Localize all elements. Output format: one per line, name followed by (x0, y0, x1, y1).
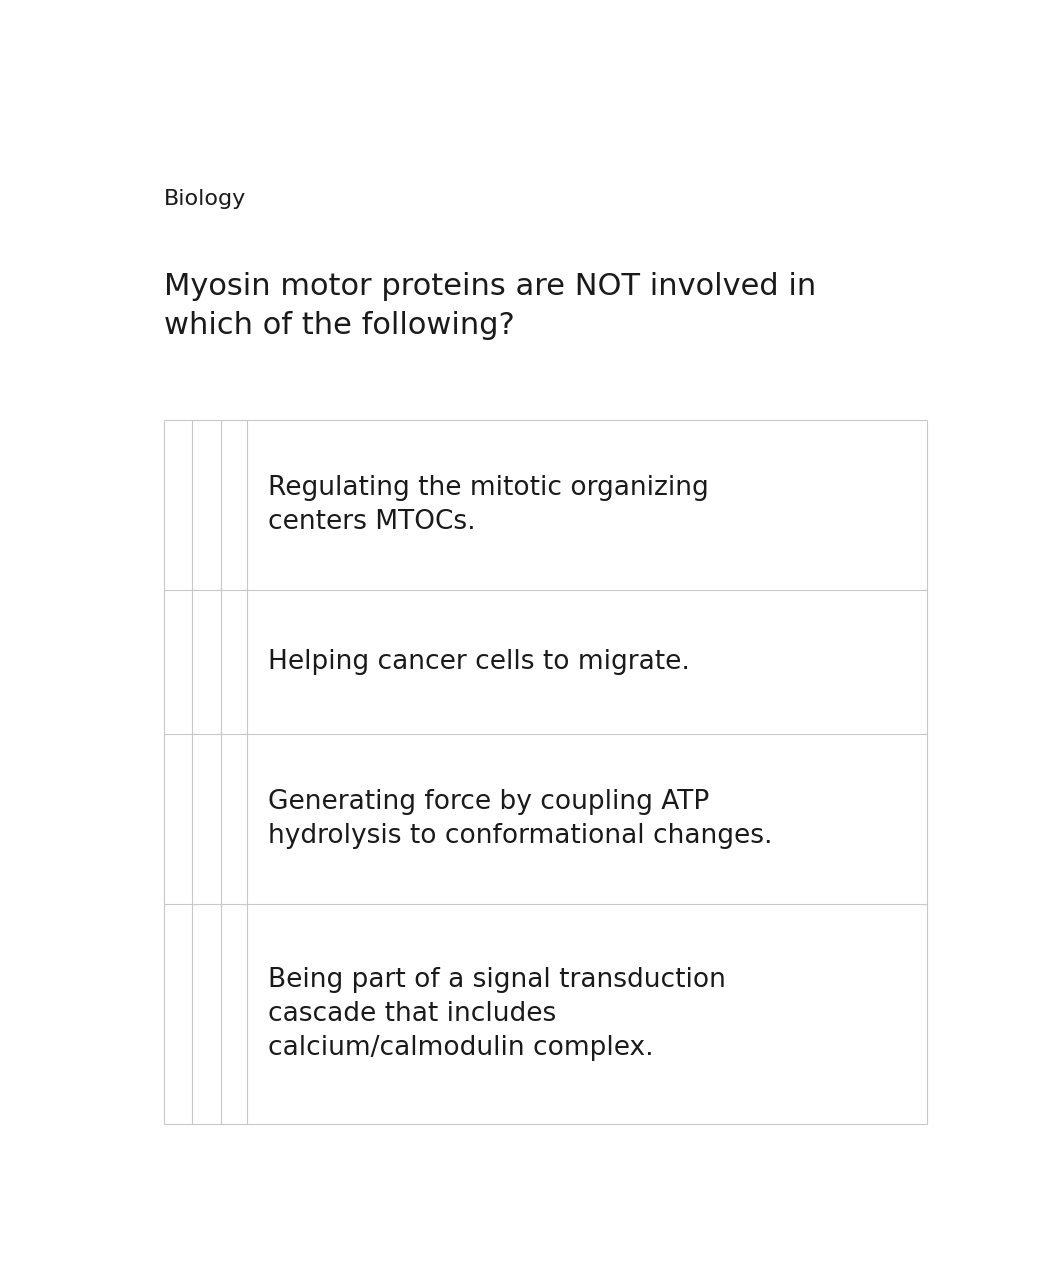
Bar (163, 420, 927, 1124)
Text: Regulating the mitotic organizing
centers MTOCs.: Regulating the mitotic organizing center… (268, 475, 708, 535)
Text: Myosin motor proteins are NOT involved in
which of the following?: Myosin motor proteins are NOT involved i… (163, 271, 815, 340)
Text: Helping cancer cells to migrate.: Helping cancer cells to migrate. (268, 649, 689, 675)
Text: Generating force by coupling ATP
hydrolysis to conformational changes.: Generating force by coupling ATP hydroly… (268, 788, 772, 849)
Text: Being part of a signal transduction
cascade that includes
calcium/calmodulin com: Being part of a signal transduction casc… (268, 968, 725, 1061)
Text: Biology: Biology (163, 189, 246, 209)
